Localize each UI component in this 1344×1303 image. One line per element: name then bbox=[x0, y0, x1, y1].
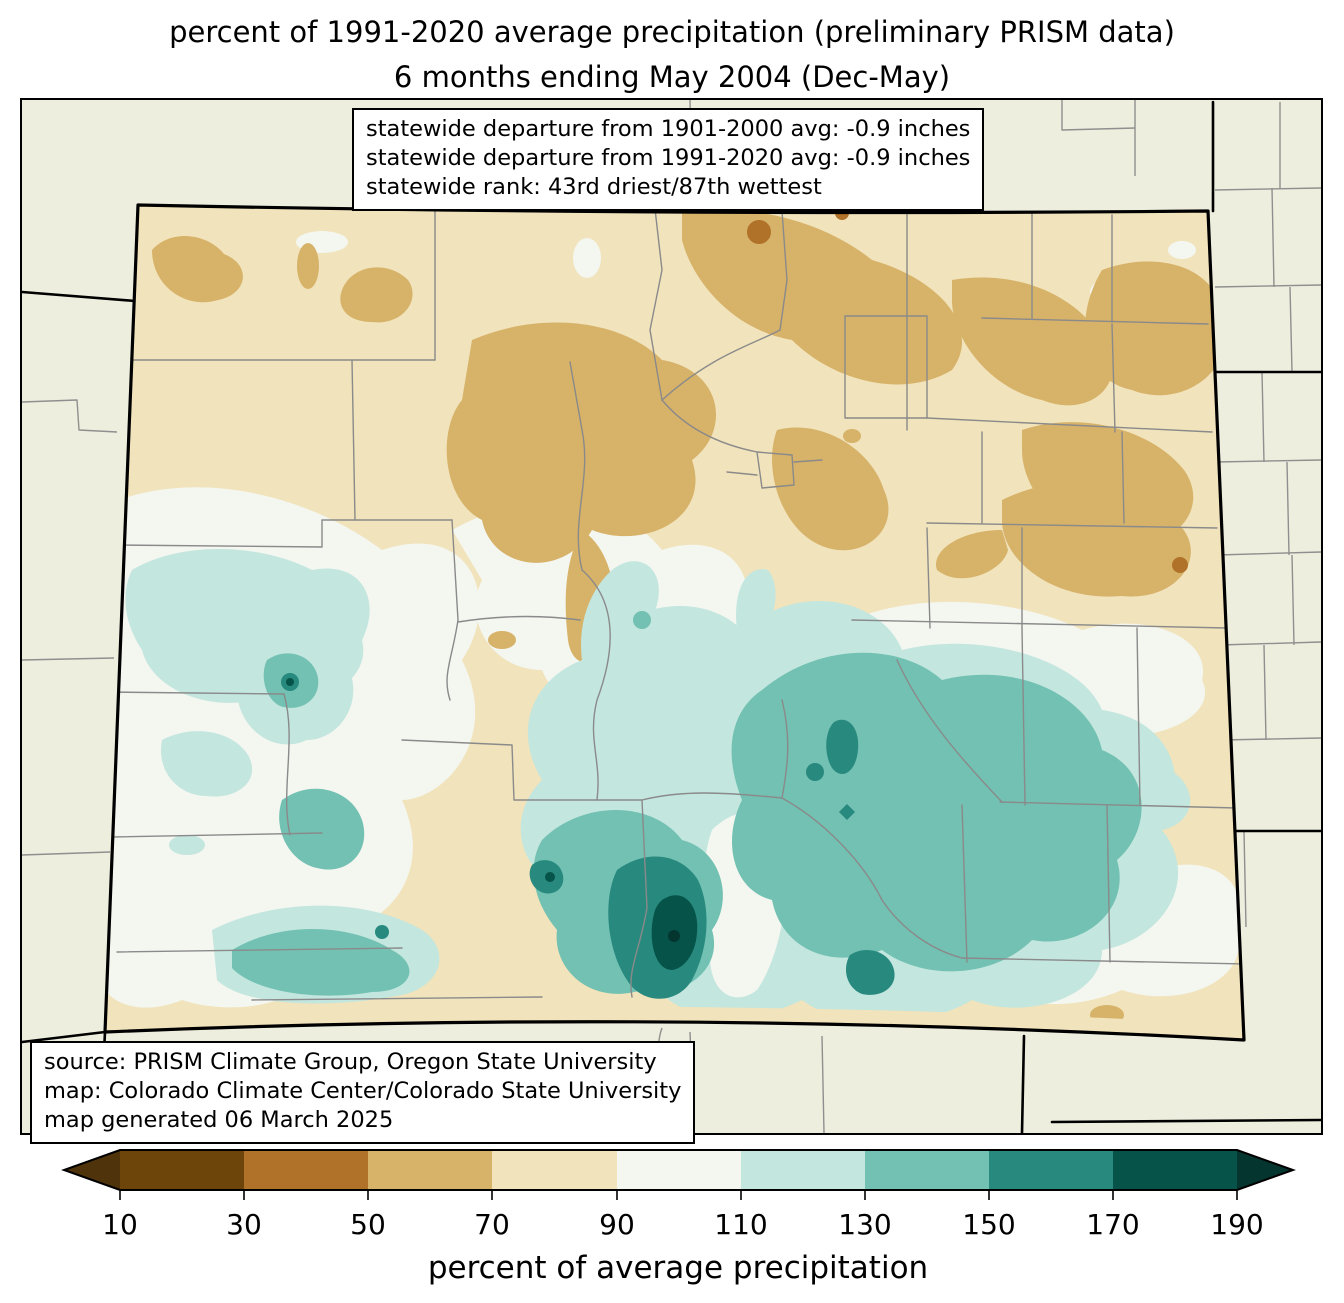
colorbar: 10 30 50 70 90 110 130 150 170 190 perce… bbox=[0, 1143, 1344, 1299]
colorbar-segment bbox=[989, 1150, 1113, 1190]
colorbar-tick-label: 70 bbox=[474, 1208, 510, 1241]
colorbar-segment bbox=[865, 1150, 989, 1190]
map-frame: statewide departure from 1901-2000 avg: … bbox=[20, 98, 1323, 1144]
colorbar-tick-label: 50 bbox=[350, 1208, 386, 1241]
map-title: percent of 1991-2020 average precipitati… bbox=[0, 10, 1344, 100]
source-line: source: PRISM Climate Group, Oregon Stat… bbox=[44, 1049, 657, 1075]
stats-box: statewide departure from 1901-2000 avg: … bbox=[352, 108, 985, 211]
stats-line-1991-2020: statewide departure from 1991-2020 avg: … bbox=[366, 145, 971, 171]
stats-line-rank: statewide rank: 43rd driest/87th wettest bbox=[366, 174, 822, 200]
colorbar-tick-label: 10 bbox=[102, 1208, 138, 1241]
map-credit-line: map: Colorado Climate Center/Colorado St… bbox=[44, 1078, 682, 1104]
colorbar-tick-label: 90 bbox=[599, 1208, 635, 1241]
colorbar-under-arrow bbox=[64, 1150, 120, 1190]
colorbar-over-arrow bbox=[1237, 1150, 1293, 1190]
colorbar-tick-label: 150 bbox=[962, 1208, 1015, 1241]
colorbar-tick-marks bbox=[119, 1190, 1238, 1200]
map-title-line2: 6 months ending May 2004 (Dec-May) bbox=[393, 60, 951, 94]
colorbar-tick-label: 110 bbox=[714, 1208, 767, 1241]
colorbar-axis-label: percent of average precipitation bbox=[428, 1250, 928, 1286]
colorbar-segment bbox=[492, 1150, 617, 1190]
colorbar-segment bbox=[120, 1150, 244, 1190]
colorbar-tick-label: 30 bbox=[226, 1208, 262, 1241]
precipitation-fill-layer bbox=[105, 205, 1244, 1040]
colorbar-canvas: 10 30 50 70 90 110 130 150 170 190 perce… bbox=[61, 1149, 1296, 1286]
source-box: source: PRISM Climate Group, Oregon Stat… bbox=[30, 1041, 696, 1144]
colorbar-tick-label: 130 bbox=[838, 1208, 891, 1241]
map-canvas bbox=[22, 100, 1321, 1133]
colorbar-tick-labels: 10 30 50 70 90 110 130 150 170 190 bbox=[102, 1208, 1264, 1241]
colorbar-tick-label: 170 bbox=[1086, 1208, 1139, 1241]
map-generated-line: map generated 06 March 2025 bbox=[44, 1107, 394, 1133]
fill-over-190 bbox=[668, 930, 680, 942]
south-border-cream-strip bbox=[105, 1006, 1244, 1040]
colorbar-segment bbox=[244, 1150, 368, 1190]
colorbar-segment bbox=[1113, 1150, 1237, 1190]
stats-line-1901-2000: statewide departure from 1901-2000 avg: … bbox=[366, 116, 971, 142]
colorado-county-lines bbox=[105, 206, 1244, 1001]
map-title-line1: percent of 1991-2020 average precipitati… bbox=[169, 15, 1175, 49]
colorbar-segment bbox=[368, 1150, 492, 1190]
colorbar-segment bbox=[741, 1150, 865, 1190]
colorbar-tick-label: 190 bbox=[1210, 1208, 1263, 1241]
colorbar-segment bbox=[617, 1150, 741, 1190]
fill-50-70 bbox=[105, 208, 1225, 1025]
colorbar-segments bbox=[61, 1149, 1296, 1191]
